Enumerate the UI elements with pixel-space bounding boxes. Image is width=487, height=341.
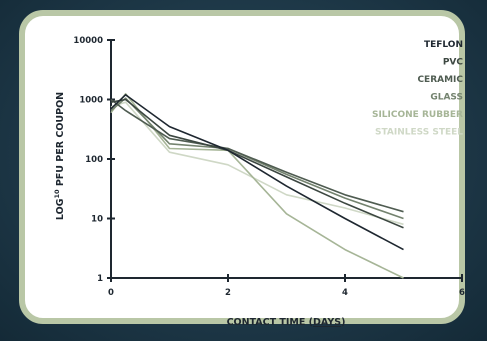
y-tick-label: 1000 — [79, 96, 103, 106]
y-axis-label-rest: PFU PER COUPON — [55, 92, 66, 190]
y-axis-label-main: LOG — [55, 198, 66, 220]
y-axis-label-sup: 10 — [53, 189, 61, 199]
x-axis-label-suffix: ) — [341, 317, 345, 328]
y-tick-label: 1 — [97, 274, 103, 284]
legend: TEFLON PVC CERAMIC GLASS SILICONE RUBBER STAI… — [372, 40, 463, 138]
series-line-pvc — [110, 98, 404, 229]
x-tick-label: 6 — [459, 288, 465, 298]
x-tick-label: 0 — [108, 288, 114, 298]
y-tick-label: 10 — [91, 215, 103, 225]
x-tick-label: 4 — [342, 288, 348, 298]
legend-entry-stainless-steel: STAINLESS STEEL — [375, 128, 463, 138]
x-tick-label: 2 — [225, 288, 231, 298]
legend-entry-silicone-rubber: SILICONE RUBBER — [372, 110, 463, 120]
series-line-ceramic — [110, 98, 404, 213]
y-axis-label: LOG10 PFU PER COUPON — [53, 92, 66, 220]
series-line-teflon — [110, 94, 404, 251]
x-axis-label-prefix: CONTACT TIME ( — [227, 317, 313, 328]
x-axis-label: CONTACT TIME (DAYS) — [227, 317, 346, 328]
legend-entry-ceramic: CERAMIC — [417, 75, 463, 85]
legend-entry-teflon: TEFLON — [424, 40, 463, 50]
x-axis-label-unit: DAYS — [313, 317, 341, 328]
legend-entry-glass: GLASS — [430, 93, 463, 103]
y-tick-label: 100 — [85, 155, 103, 165]
y-tick-label: 10000 — [73, 36, 103, 46]
series-line-silicone-rubber — [110, 92, 404, 279]
series-lines — [110, 92, 404, 279]
series-line-stainless-steel — [110, 101, 404, 226]
legend-entry-pvc: PVC — [443, 58, 464, 68]
